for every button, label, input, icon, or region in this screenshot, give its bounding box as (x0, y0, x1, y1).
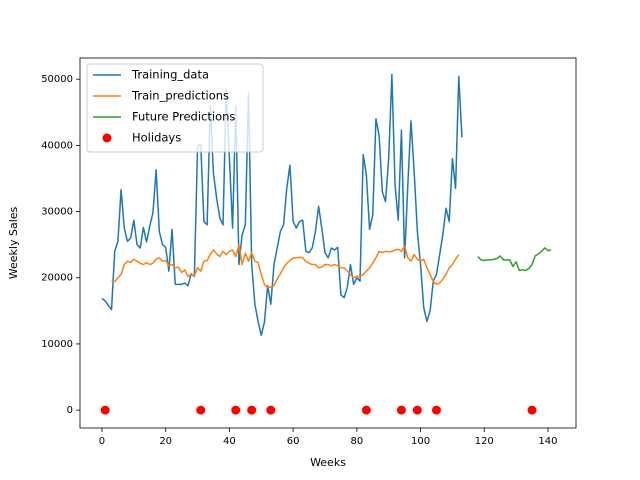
x-tick-label: 80 (350, 436, 363, 447)
x-axis-label: Weeks (310, 456, 346, 469)
holiday-marker (431, 405, 441, 415)
holiday-marker (100, 405, 110, 415)
holiday-marker (266, 405, 276, 415)
holiday-marker (412, 405, 422, 415)
x-tick-label: 0 (99, 436, 105, 447)
legend: Training_data Train_predictions Future Pre… (86, 63, 264, 153)
holiday-marker (527, 405, 537, 415)
y-tick-label: 30000 (41, 207, 73, 218)
series-line (111, 243, 460, 289)
y-tick-label: 0 (67, 405, 73, 416)
legend-label: Training_data (131, 68, 209, 82)
y-tick-label: 10000 (41, 339, 73, 350)
y-tick-label: 40000 (41, 140, 73, 151)
holiday-marker (247, 405, 257, 415)
y-tick-label: 20000 (41, 273, 73, 284)
holiday-marker (196, 405, 206, 415)
series-line (477, 247, 552, 272)
y-axis-label: Weekly Sales (7, 206, 20, 279)
holiday-marker (361, 405, 371, 415)
x-tick-label: 140 (538, 436, 557, 447)
x-tick-label: 20 (159, 436, 172, 447)
series-line (101, 73, 463, 337)
x-tick-label: 40 (223, 436, 236, 447)
legend-box (86, 63, 264, 153)
legend-label: Future Predictions (132, 110, 235, 124)
y-tick-label: 50000 (41, 74, 73, 85)
legend-swatch (102, 133, 112, 143)
legend-label: Train_predictions (131, 89, 229, 103)
x-tick-label: 100 (411, 436, 430, 447)
plot-frame (79, 57, 577, 429)
x-tick-label: 60 (287, 436, 300, 447)
holiday-marker (231, 405, 241, 415)
x-tick-label: 120 (475, 436, 494, 447)
legend-label: Holidays (132, 131, 181, 145)
holiday-marker (396, 405, 406, 415)
